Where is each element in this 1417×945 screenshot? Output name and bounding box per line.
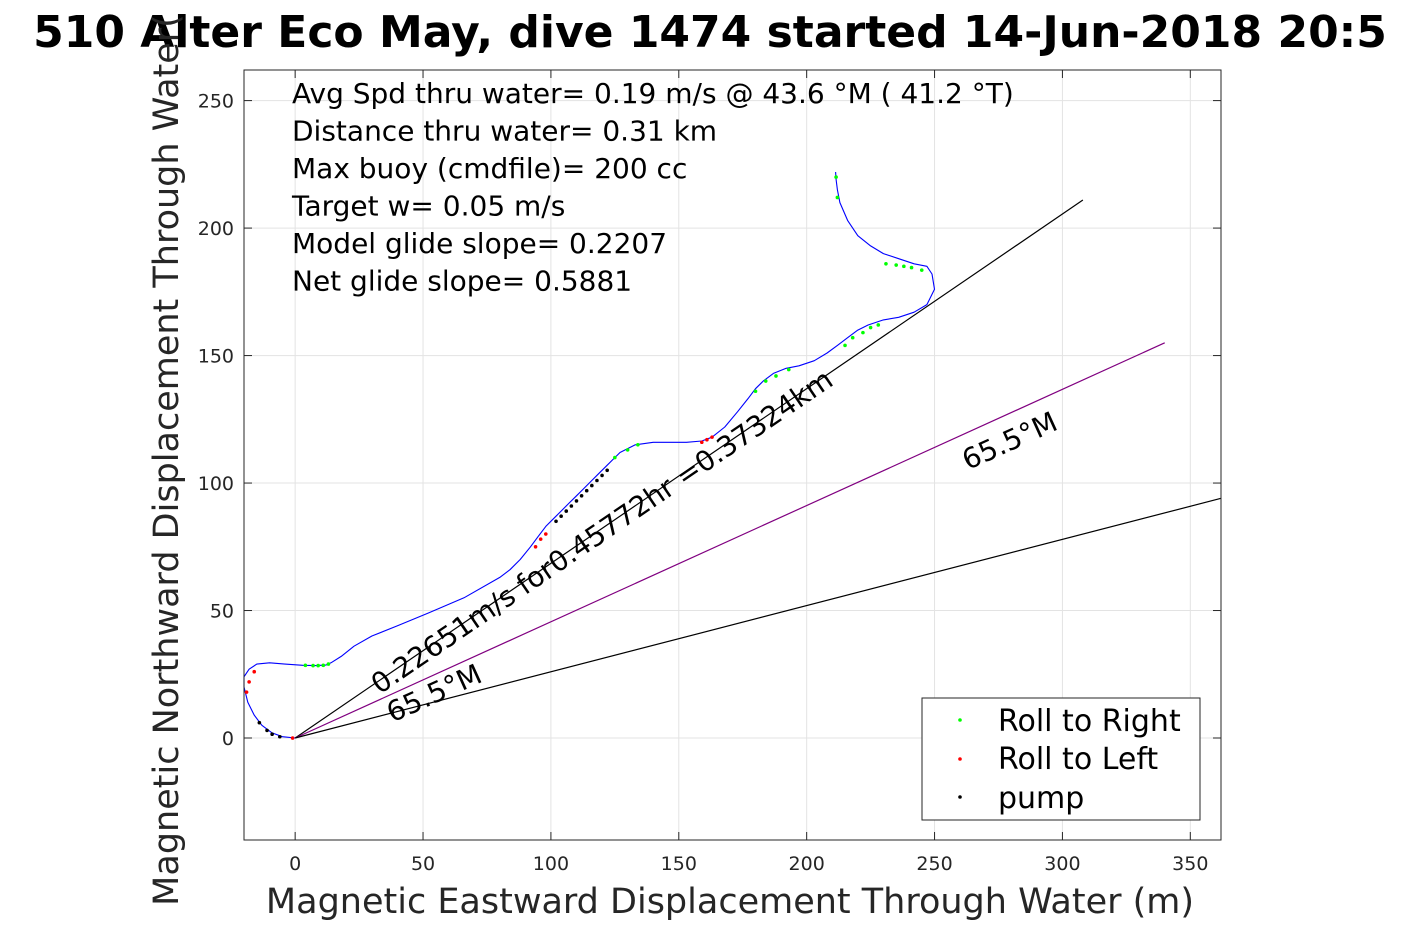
reference-line [294, 199, 1084, 739]
marker-roll-to-left [533, 544, 538, 549]
marker-roll-to-left [247, 680, 251, 684]
y-tick-label: 200 [198, 218, 234, 240]
marker-pump [270, 732, 274, 736]
marker-roll-to-right [884, 261, 888, 266]
marker-pump [584, 488, 589, 493]
marker-roll-to-right [763, 379, 768, 383]
marker-roll-to-left [700, 440, 704, 445]
legend-marker-pump [958, 795, 962, 799]
marker-roll-to-right [636, 443, 640, 447]
stat-line: Max buoy (cmdfile)= 200 cc [292, 152, 687, 185]
marker-pump [595, 478, 599, 483]
legend-label-pump: pump [998, 781, 1084, 816]
marker-pump [605, 468, 609, 473]
marker-roll-to-right [326, 662, 331, 666]
x-tick-label: 300 [1044, 853, 1080, 875]
marker-roll-to-right [919, 268, 924, 272]
marker-roll-to-right [834, 175, 838, 179]
marker-roll-to-left [543, 532, 548, 536]
y-tick-label: 50 [210, 601, 234, 623]
marker-roll-to-right [843, 343, 847, 348]
stat-line: Net glide slope= 0.5881 [292, 265, 632, 298]
marker-pump [564, 509, 569, 513]
marker-pump [600, 473, 604, 478]
marker-roll-to-left [244, 690, 249, 694]
marker-roll-to-right [876, 323, 881, 327]
plot-frame [243, 69, 1222, 841]
marker-pump [559, 514, 563, 518]
grid [244, 70, 1221, 840]
x-tick-label: 0 [289, 853, 301, 875]
marker-roll-to-right [311, 663, 315, 668]
marker-roll-to-right [625, 448, 630, 452]
legend-marker-roll-right [958, 718, 962, 722]
marker-roll-to-right [753, 389, 758, 394]
reference-line [295, 497, 1222, 739]
x-tick-label: 350 [1172, 853, 1208, 875]
chart-title: 510 Alter Eco May, dive 1474 started 14-… [33, 7, 1387, 58]
stat-line: Distance thru water= 0.31 km [292, 115, 717, 148]
marker-roll-to-right [321, 663, 326, 668]
marker-roll-to-left [290, 736, 295, 740]
legend-label-roll-right: Roll to Right [998, 704, 1181, 739]
stats-block: Avg Spd thru water= 0.19 m/s @ 43.6 °M (… [291, 77, 1014, 298]
marker-pump [278, 734, 282, 739]
y-tick-label: 100 [198, 473, 234, 495]
marker-pump [265, 728, 269, 733]
y-tick-label: 250 [198, 91, 234, 113]
marker-pump [554, 519, 558, 524]
marker-pump [590, 483, 594, 488]
ticks: 0 50 100 150 200 250 300 350 0 50 100 150 200 250 [198, 70, 1221, 875]
marker-roll-to-right [868, 325, 873, 330]
x-tick-label: 50 [411, 853, 435, 875]
marker-roll-to-right [303, 663, 308, 668]
reference-lines [294, 199, 1222, 739]
marker-roll-to-left [252, 669, 257, 674]
marker-pump [574, 499, 579, 503]
x-axis-label: Magnetic Eastward Displacement Through W… [266, 882, 1194, 922]
marker-roll-to-right [850, 335, 855, 340]
stat-line: Target w= 0.05 m/s [291, 190, 565, 223]
marker-pump [257, 720, 262, 725]
x-tick-label: 100 [533, 853, 569, 875]
legend-box [921, 697, 1201, 821]
marker-roll-to-right [786, 367, 791, 372]
marker-roll-to-left [710, 435, 714, 439]
marker-roll-to-right [909, 265, 914, 270]
x-tick-label: 250 [916, 853, 952, 875]
y-tick-label: 150 [198, 346, 234, 368]
legend-marker-roll-left [958, 757, 962, 761]
y-tick-label: 0 [222, 728, 234, 750]
marker-roll-to-right [613, 455, 617, 460]
marker-roll-to-right [861, 330, 865, 335]
marker-roll-to-right [835, 195, 840, 200]
stat-line: Model glide slope= 0.2207 [292, 227, 667, 260]
x-tick-label: 200 [789, 853, 825, 875]
reference-line [294, 342, 1165, 739]
marker-roll-to-right [774, 374, 778, 378]
marker-pump [569, 504, 574, 508]
stat-line: Avg Spd thru water= 0.19 m/s @ 43.6 °M (… [292, 77, 1014, 110]
marker-roll-to-left [705, 437, 709, 442]
legend-label-roll-left: Roll to Left [998, 742, 1158, 777]
marker-roll-to-right [316, 663, 320, 668]
y-axis-label: Magnetic Northward Displacement Through … [147, 14, 187, 906]
marker-roll-to-left [538, 537, 543, 541]
marker-roll-to-right [902, 264, 906, 269]
marker-roll-to-right [894, 263, 898, 267]
legend: Roll to Right Roll to Left pump [921, 697, 1201, 821]
x-tick-label: 150 [661, 853, 697, 875]
marker-pump [579, 493, 584, 498]
marker-layer [244, 175, 924, 740]
